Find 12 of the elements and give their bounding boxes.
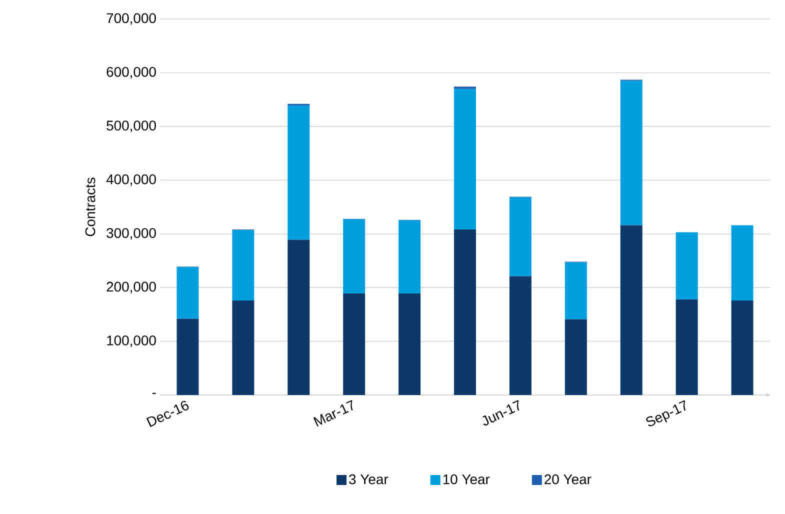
y-axis-title: Contracts [85,178,96,236]
y-tick-label: 500,000 [106,120,156,132]
y-tick-label: 100,000 [107,336,156,348]
y-tick-label: 700,000 [106,13,156,25]
y-tick-label: 400,000 [106,174,156,186]
y-tick-label: 600,000 [106,66,156,78]
legend-label: 20 Year [544,474,592,484]
legend-label: 10 Year [443,474,490,484]
y-tick-label: 200,000 [106,282,156,294]
legend-label: 3 Year [349,474,388,484]
y-tick-label: 300,000 [106,228,156,240]
y-tick-label: - [152,392,156,394]
